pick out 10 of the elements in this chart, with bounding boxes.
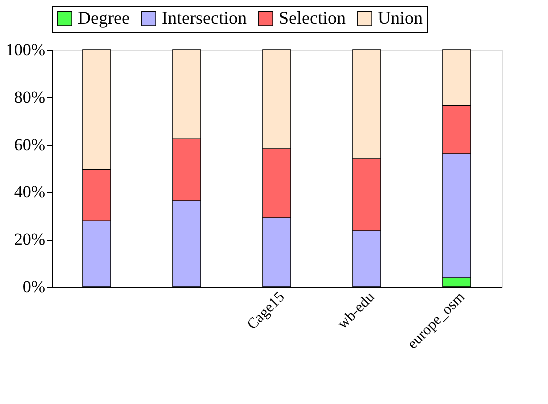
legend-label: Union [378,8,423,28]
legend-label: Selection [279,8,346,28]
y-tick-label: 100% [6,40,46,60]
y-tick-label: 80% [14,88,46,107]
y-tick-label: 0% [22,278,46,296]
y-tick-label: 60% [14,135,46,154]
legend-label: Degree [78,8,130,28]
y-tick-label: 40% [14,182,46,202]
y-tick-label: 20% [14,230,46,250]
legend-label: Intersection [162,8,247,28]
